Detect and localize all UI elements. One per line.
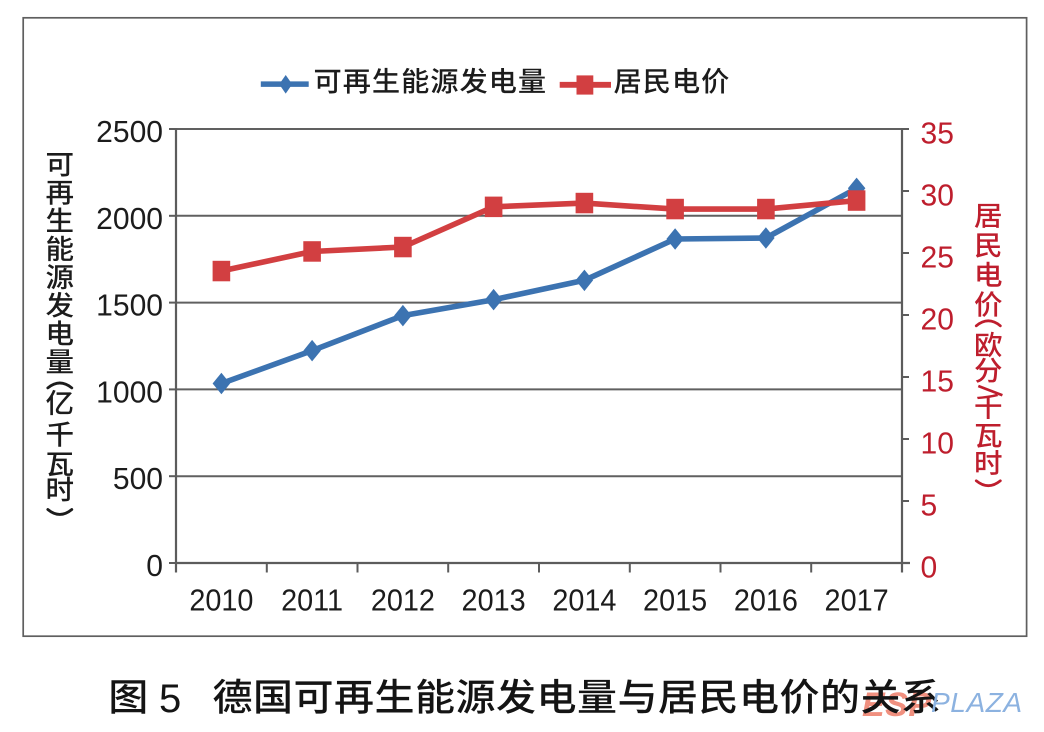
svg-text:2015: 2015 xyxy=(643,584,707,618)
svg-text:2016: 2016 xyxy=(734,584,798,618)
svg-text:5: 5 xyxy=(921,488,938,523)
svg-text:2000: 2000 xyxy=(96,201,163,236)
svg-text:2012: 2012 xyxy=(371,584,435,618)
svg-text:2014: 2014 xyxy=(552,584,616,618)
svg-text:25: 25 xyxy=(921,240,954,275)
svg-text:2011: 2011 xyxy=(281,584,343,618)
svg-text:10: 10 xyxy=(921,426,954,461)
svg-text:0: 0 xyxy=(921,550,938,585)
svg-text:20: 20 xyxy=(921,302,954,337)
svg-text:PLAZA: PLAZA xyxy=(931,687,1023,718)
svg-text:2013: 2013 xyxy=(462,584,526,618)
svg-text:1500: 1500 xyxy=(96,288,163,323)
svg-text:2010: 2010 xyxy=(189,584,253,618)
svg-text:35: 35 xyxy=(921,116,954,151)
svg-text:500: 500 xyxy=(113,462,163,497)
svg-text:0: 0 xyxy=(146,549,163,584)
svg-text:30: 30 xyxy=(921,178,954,213)
svg-text:1000: 1000 xyxy=(96,375,163,410)
svg-text:2017: 2017 xyxy=(825,584,889,618)
svg-text:15: 15 xyxy=(921,364,954,399)
svg-text:2500: 2500 xyxy=(96,115,163,150)
svg-text:5: 5 xyxy=(159,677,181,721)
